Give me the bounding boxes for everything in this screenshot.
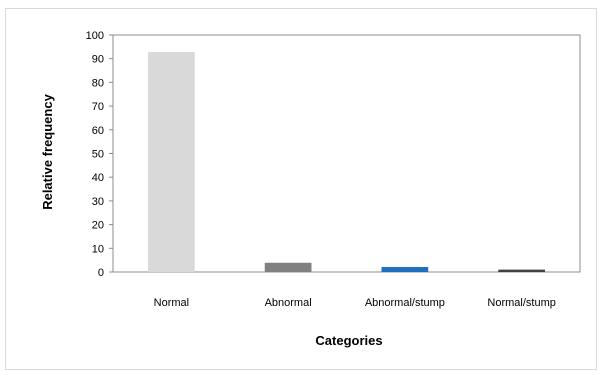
- y-tick-label: 100: [86, 30, 104, 42]
- x-tick-label: Abnormal: [265, 297, 312, 309]
- y-tick-label: 0: [98, 267, 104, 279]
- y-tick-label: 10: [92, 243, 104, 255]
- plot-area: 0 10 20 30 40 50 60 70 80 90 100 Normal Abnormal Abno…: [86, 30, 581, 309]
- y-tick-label: 90: [92, 54, 104, 66]
- bar: [148, 52, 195, 273]
- y-tick-label: 50: [92, 149, 104, 161]
- y-tick-label: 30: [92, 196, 104, 208]
- bar: [264, 262, 312, 272]
- x-axis-title: Categories: [315, 333, 382, 348]
- bar: [381, 267, 429, 272]
- bar: [498, 269, 545, 272]
- x-tick-label: Normal: [154, 297, 189, 309]
- chart-frame: [5, 8, 597, 370]
- y-tick-label: 70: [92, 101, 104, 113]
- y-axis-title: Relative frequency: [40, 93, 55, 209]
- x-tick-label: Normal/stump: [487, 297, 555, 309]
- x-tick-label: Abnormal/stump: [365, 297, 445, 309]
- y-tick-label: 60: [92, 125, 104, 137]
- y-tick-label: 80: [92, 77, 104, 89]
- y-tick-label: 40: [92, 172, 104, 184]
- y-tick-label: 20: [92, 220, 104, 232]
